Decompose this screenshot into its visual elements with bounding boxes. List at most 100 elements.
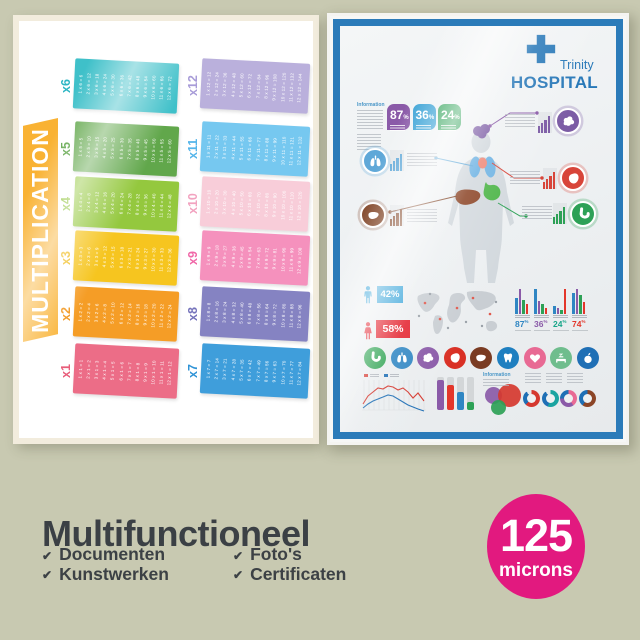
- equation: 11 x 3 = 33: [158, 247, 165, 272]
- equation: 10 x 4 = 40: [150, 193, 157, 218]
- equation: 3 x 10 = 30: [221, 190, 228, 215]
- equation: 5 x 9 = 45: [238, 246, 245, 269]
- table-label-x5: x5: [59, 142, 73, 156]
- apple-icon: [584, 352, 592, 364]
- badge-value: 87: [390, 108, 404, 122]
- equation: 5 x 5 = 25: [109, 137, 117, 160]
- equation: 4 x 5 = 20: [101, 137, 108, 159]
- equation: 11 x 9 = 99: [288, 247, 295, 272]
- equation: 6 x 11 = 66: [246, 136, 253, 161]
- equation: 9 x 1 = 9: [142, 362, 149, 382]
- equation: 11 x 12 = 132: [288, 73, 295, 103]
- equation: 11 x 1 = 11: [158, 361, 165, 385]
- equation: 12 x 10 = 120: [296, 191, 304, 222]
- poster-blue-frame: Trinity HOSPITAL Information 87% 36% 24% 4…: [333, 19, 623, 439]
- lungs-icon: [396, 352, 407, 363]
- equation: 5 x 4 = 20: [109, 192, 117, 215]
- equation: 9 x 5 = 45: [142, 139, 149, 161]
- grouped-bars: [534, 288, 550, 314]
- table-label-x7: x7: [186, 364, 200, 378]
- equation: 1 x 3 = 3: [77, 246, 84, 266]
- equation: 6 x 7 = 42: [246, 359, 253, 382]
- percent-sign: %: [543, 319, 548, 324]
- multiplication-table-x11: 1 x 11 = 11 2 x 11 = 22 3 x 11 = 33 4 x 11 …: [199, 121, 311, 177]
- mini-bars: [390, 209, 402, 226]
- bar-fill: [467, 402, 474, 410]
- equation: 1 x 10 = 10: [204, 189, 212, 214]
- brain-mini-chart: [538, 112, 552, 133]
- equation: 5 x 8 = 40: [238, 302, 245, 325]
- equation: 2 x 6 = 12: [85, 73, 92, 95]
- equation: 10 x 7 = 70: [280, 360, 287, 385]
- equation: 4 x 1 = 4: [101, 360, 108, 380]
- equation: 10 x 6 = 60: [150, 75, 157, 100]
- line-chart-legend: [364, 374, 379, 377]
- placeholder-lines: [390, 125, 405, 131]
- stat-badge-24: 24%: [438, 104, 461, 131]
- donut-hole: [527, 394, 536, 403]
- equation: 2 x 5 = 10: [85, 136, 92, 158]
- equation: 12 x 6 = 72: [166, 76, 173, 101]
- equation: 7 x 1 = 7: [126, 361, 133, 381]
- table-label-x4: x4: [59, 197, 73, 211]
- equation: 2 x 11 = 22: [213, 134, 220, 159]
- icon-circle-heart-organ: [443, 347, 466, 369]
- stat-chart-74: 74%: [572, 288, 588, 331]
- stat-percentage: 36%: [534, 319, 550, 331]
- equation: 7 x 11 = 77: [255, 137, 262, 162]
- placeholder-paragraph: [525, 373, 541, 385]
- equation: 3 x 1 = 3: [93, 359, 100, 379]
- feature-checklist: ✔ Documenten ✔ Foto's ✔ Kunstwerken ✔ Ce…: [42, 544, 346, 585]
- equation: 10 x 1 = 10: [150, 360, 157, 385]
- icon-circle-apple: [576, 347, 599, 369]
- equation: 3 x 6 = 18: [93, 73, 100, 96]
- equation: 8 x 2 = 16: [134, 303, 141, 326]
- equation: 2 x 12 = 24: [213, 71, 220, 97]
- equation: 3 x 8 = 24: [221, 301, 228, 324]
- equation: 8 x 5 = 40: [134, 138, 141, 161]
- equation: 4 x 7 = 28: [230, 359, 237, 381]
- equation: 7 x 9 = 63: [255, 247, 262, 269]
- equation: 12 x 1 = 12: [166, 361, 173, 386]
- equation: 10 x 11 = 110: [279, 136, 287, 165]
- equation: 7 x 4 = 28: [126, 193, 133, 215]
- equation: 1 x 11 = 11: [204, 134, 212, 159]
- equation: 12 x 9 = 108: [296, 246, 304, 274]
- donut-hole: [545, 394, 555, 403]
- badge-value: 24: [441, 108, 455, 122]
- badge-percent: %: [428, 115, 435, 121]
- tooth-icon: [503, 353, 513, 363]
- bar-fill: [447, 385, 454, 410]
- donut-hole: [564, 394, 573, 403]
- table-label-x9: x9: [186, 251, 200, 265]
- hospital-infographic-poster: Trinity HOSPITAL Information 87% 36% 24% 4…: [330, 16, 626, 442]
- equation: 2 x 1 = 2: [85, 359, 92, 379]
- equation: 11 x 10 = 110: [288, 191, 295, 221]
- checklist-item: ✔ Certificaten: [233, 564, 346, 585]
- equation: 3 x 9 = 27: [221, 245, 228, 268]
- equation: 4 x 10 = 40: [229, 190, 237, 215]
- equation: 4 x 3 = 12: [101, 246, 108, 268]
- body-silhouette: [448, 157, 514, 283]
- equation: 7 x 10 = 70: [255, 192, 262, 217]
- stomach-icon: [579, 206, 590, 219]
- equation: 8 x 10 = 80: [263, 192, 270, 217]
- stat-percentage: 87%: [515, 319, 531, 331]
- equation: 1 x 4 = 4: [77, 192, 84, 212]
- equation: 5 x 12 = 60: [238, 73, 245, 98]
- equation: 1 x 2 = 2: [77, 302, 84, 322]
- donut-chart: [523, 390, 540, 407]
- badge-percent: %: [403, 115, 409, 121]
- male-icon: [364, 286, 372, 304]
- liver-mini-chart: [390, 205, 404, 226]
- female-icon: [364, 322, 372, 340]
- bubble: [491, 400, 506, 415]
- equation: 11 x 5 = 55: [158, 138, 165, 163]
- equation: 4 x 12 = 48: [229, 72, 237, 97]
- equation: 11 x 2 = 22: [158, 303, 165, 328]
- percent-sign: %: [562, 319, 567, 324]
- equation: 10 x 10 = 100: [279, 190, 287, 221]
- stomach-callout-icon: [570, 201, 596, 227]
- equation: 4 x 6 = 24: [101, 74, 108, 96]
